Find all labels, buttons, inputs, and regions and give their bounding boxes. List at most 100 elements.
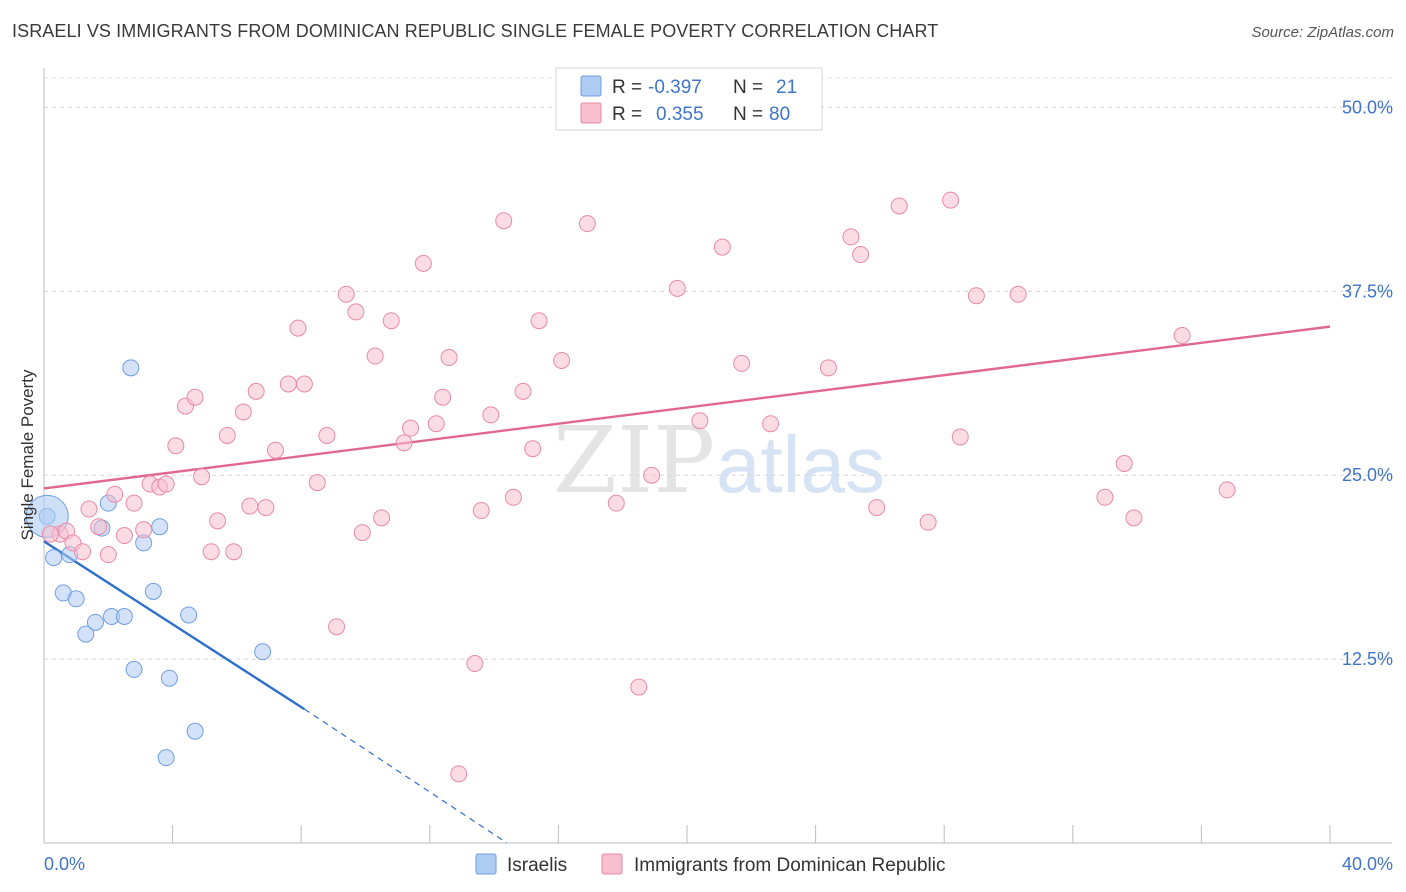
point-dominican (41, 525, 59, 543)
point-dominican (373, 509, 391, 527)
x-tick-label-max: 40.0% (1342, 854, 1393, 874)
point-dominican (607, 494, 625, 512)
point-dominican (295, 375, 313, 393)
point-israelis (122, 359, 140, 377)
point-dominican (366, 347, 384, 365)
point-dominican (530, 312, 548, 330)
point-dominican (402, 419, 420, 437)
point-israelis (144, 582, 162, 600)
point-dominican (691, 412, 709, 430)
point-dominican (328, 618, 346, 636)
correlation-legend: R = -0.397 N = 21 R = 0.355 N = 80 (555, 67, 823, 131)
point-dominican (450, 765, 468, 783)
point-dominican (202, 543, 220, 561)
point-dominican (553, 351, 571, 369)
point-israelis (125, 660, 143, 678)
point-israelis (180, 606, 198, 624)
y-tick-label: 50.0% (1342, 97, 1393, 117)
legend-r-label-1: R = (612, 77, 642, 98)
legend-swatch-dominican (580, 102, 602, 124)
point-israelis (45, 549, 63, 567)
point-dominican (395, 434, 413, 452)
trend-line-dominican (43, 325, 1331, 490)
legend-n-label-2: N = (733, 104, 763, 125)
point-dominican (193, 468, 211, 486)
point-dominican (99, 546, 117, 564)
point-dominican (80, 500, 98, 518)
point-dominican (868, 499, 886, 517)
point-israelis (67, 590, 85, 608)
point-dominican (919, 513, 937, 531)
point-israelis (254, 643, 272, 661)
point-dominican (115, 527, 133, 545)
point-dominican (135, 521, 153, 539)
legend-n-value-2: 80 (769, 104, 790, 125)
point-dominican (308, 474, 326, 492)
legend-swatch-israelis (580, 75, 602, 97)
point-dominican (819, 359, 837, 377)
y-tick-label: 37.5% (1342, 281, 1393, 301)
point-dominican (337, 285, 355, 303)
bottom-swatch-israelis (475, 853, 497, 875)
point-israelis (151, 518, 169, 536)
point-israelis (115, 607, 133, 625)
bottom-swatch-dominican (601, 853, 623, 875)
point-dominican (578, 215, 596, 233)
point-dominican (440, 349, 458, 367)
point-dominican (466, 655, 484, 673)
point-dominican (218, 426, 236, 444)
y-tick-label: 25.0% (1342, 465, 1393, 485)
point-dominican (472, 502, 490, 520)
point-dominican (842, 228, 860, 246)
point-dominican (347, 303, 365, 321)
point-dominican (495, 212, 513, 230)
point-dominican (427, 415, 445, 433)
point-dominican (733, 354, 751, 372)
point-dominican (414, 254, 432, 272)
grid-lines (44, 77, 1392, 660)
series-legend: Israelis Immigrants from Dominican Repub… (475, 853, 946, 876)
point-dominican (1173, 326, 1191, 344)
point-dominican (524, 440, 542, 458)
point-dominican (713, 238, 731, 256)
point-dominican (951, 428, 969, 446)
point-dominican (643, 466, 661, 484)
point-dominican (289, 319, 307, 337)
point-dominican (266, 441, 284, 459)
x-tick-label-min: 0.0% (44, 854, 85, 874)
point-dominican (1096, 488, 1114, 506)
point-dominican (852, 246, 870, 264)
point-dominican (1218, 481, 1236, 499)
trend-lines (43, 325, 1331, 844)
point-dominican (482, 406, 500, 424)
trend-line-israelis (43, 540, 306, 711)
tick-labels: 12.5% 25.0% 37.5% 50.0% 0.0% 40.0% (44, 97, 1393, 874)
point-dominican (668, 279, 686, 297)
trend-line-israelis-extrapolated (304, 708, 508, 844)
chart-title: ISRAELI VS IMMIGRANTS FROM DOMINICAN REP… (12, 21, 939, 41)
bottom-legend-israelis: Israelis (507, 855, 567, 876)
point-dominican (1125, 509, 1143, 527)
point-dominican (234, 403, 252, 421)
point-dominican (382, 312, 400, 330)
data-points (25, 191, 1236, 783)
point-israelis (160, 669, 178, 687)
point-israelis (186, 722, 204, 740)
legend-r-value-2: 0.355 (656, 104, 704, 125)
point-dominican (186, 388, 204, 406)
point-dominican (504, 488, 522, 506)
point-dominican (225, 543, 243, 561)
point-dominican (247, 382, 265, 400)
point-dominican (1115, 454, 1133, 472)
legend-r-value-1: -0.397 (648, 77, 702, 98)
point-dominican (106, 485, 124, 503)
watermark-zip: ZIP (553, 407, 715, 514)
axes (43, 68, 1392, 844)
point-dominican (630, 678, 648, 696)
chart-source: Source: ZipAtlas.com (1251, 24, 1394, 41)
point-dominican (434, 388, 452, 406)
point-dominican (167, 437, 185, 455)
point-israelis (77, 625, 95, 643)
point-dominican (74, 543, 92, 561)
